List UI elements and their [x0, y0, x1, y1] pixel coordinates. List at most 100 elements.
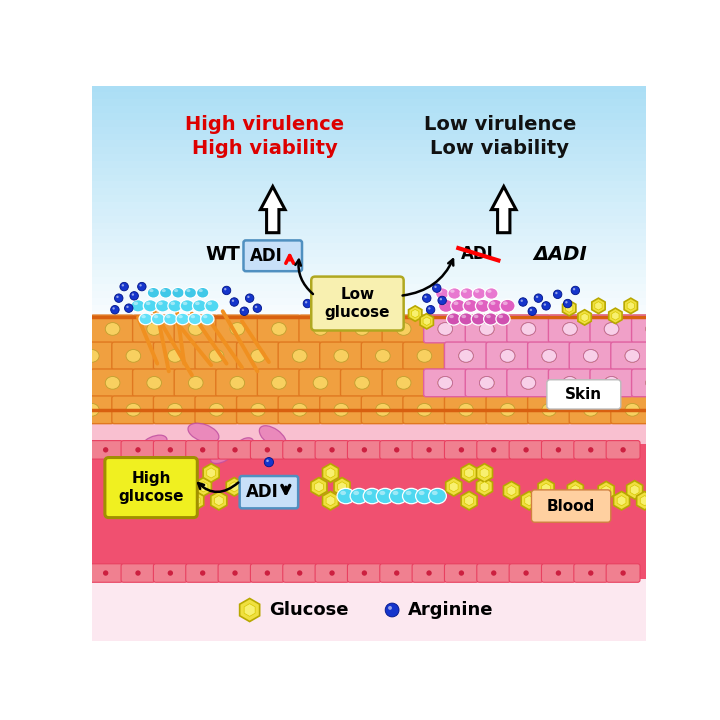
Circle shape — [424, 296, 427, 298]
FancyBboxPatch shape — [507, 369, 550, 397]
Ellipse shape — [105, 377, 120, 390]
Polygon shape — [552, 492, 568, 510]
Ellipse shape — [189, 313, 202, 325]
Circle shape — [440, 298, 442, 300]
Ellipse shape — [480, 377, 494, 390]
FancyBboxPatch shape — [382, 369, 426, 397]
Ellipse shape — [366, 491, 372, 495]
FancyBboxPatch shape — [379, 441, 414, 459]
Ellipse shape — [251, 349, 266, 362]
FancyBboxPatch shape — [348, 441, 382, 459]
Polygon shape — [408, 306, 422, 321]
Ellipse shape — [292, 403, 307, 416]
Ellipse shape — [405, 491, 412, 495]
Ellipse shape — [562, 377, 577, 390]
FancyBboxPatch shape — [423, 369, 467, 397]
Bar — [92, 209, 647, 217]
FancyBboxPatch shape — [673, 315, 716, 343]
Ellipse shape — [230, 438, 253, 459]
Ellipse shape — [667, 403, 681, 416]
Ellipse shape — [459, 349, 473, 362]
Circle shape — [312, 290, 321, 299]
Polygon shape — [179, 495, 187, 505]
Ellipse shape — [376, 403, 390, 416]
FancyBboxPatch shape — [423, 369, 467, 397]
Ellipse shape — [313, 323, 328, 336]
Circle shape — [200, 447, 205, 453]
Bar — [92, 120, 647, 127]
Circle shape — [168, 447, 173, 453]
Polygon shape — [581, 313, 588, 322]
Ellipse shape — [625, 403, 639, 416]
Circle shape — [428, 307, 431, 310]
Polygon shape — [161, 477, 177, 496]
Ellipse shape — [496, 312, 510, 325]
Ellipse shape — [474, 289, 480, 293]
Ellipse shape — [251, 403, 266, 416]
FancyBboxPatch shape — [361, 342, 405, 370]
Ellipse shape — [415, 488, 433, 504]
Ellipse shape — [438, 323, 453, 336]
Ellipse shape — [419, 491, 425, 495]
FancyBboxPatch shape — [153, 396, 197, 423]
FancyBboxPatch shape — [477, 441, 510, 459]
Ellipse shape — [521, 377, 536, 390]
Ellipse shape — [604, 323, 619, 336]
Bar — [92, 161, 647, 168]
FancyBboxPatch shape — [237, 342, 279, 370]
Ellipse shape — [708, 349, 720, 362]
Circle shape — [222, 287, 231, 294]
Ellipse shape — [363, 488, 381, 504]
Ellipse shape — [334, 403, 348, 416]
Circle shape — [224, 288, 227, 290]
Bar — [92, 257, 647, 264]
Ellipse shape — [180, 300, 194, 312]
Polygon shape — [480, 482, 489, 492]
FancyBboxPatch shape — [549, 369, 592, 397]
FancyBboxPatch shape — [174, 369, 217, 397]
Ellipse shape — [478, 302, 483, 305]
Polygon shape — [503, 482, 519, 500]
Ellipse shape — [604, 377, 619, 390]
FancyBboxPatch shape — [528, 396, 571, 423]
Circle shape — [233, 570, 238, 576]
Ellipse shape — [459, 312, 473, 325]
Polygon shape — [412, 310, 419, 318]
FancyBboxPatch shape — [112, 342, 155, 370]
Polygon shape — [315, 482, 323, 492]
FancyBboxPatch shape — [486, 342, 529, 370]
Polygon shape — [567, 481, 583, 499]
Ellipse shape — [396, 323, 411, 336]
Circle shape — [265, 447, 270, 453]
Bar — [92, 92, 647, 100]
Ellipse shape — [521, 323, 536, 336]
Ellipse shape — [140, 435, 167, 454]
FancyBboxPatch shape — [89, 564, 122, 582]
Text: Blood: Blood — [546, 498, 595, 513]
Circle shape — [314, 292, 317, 294]
Polygon shape — [477, 464, 492, 482]
Ellipse shape — [160, 287, 172, 298]
FancyBboxPatch shape — [251, 441, 284, 459]
Circle shape — [528, 307, 536, 315]
FancyBboxPatch shape — [121, 564, 155, 582]
FancyBboxPatch shape — [216, 369, 259, 397]
Ellipse shape — [462, 315, 466, 318]
Text: Low
glucose: Low glucose — [325, 287, 390, 320]
FancyBboxPatch shape — [509, 564, 543, 582]
Ellipse shape — [143, 300, 158, 312]
Ellipse shape — [197, 287, 209, 298]
FancyBboxPatch shape — [153, 564, 187, 582]
Ellipse shape — [151, 313, 165, 325]
Ellipse shape — [145, 302, 150, 305]
FancyBboxPatch shape — [611, 342, 654, 370]
FancyBboxPatch shape — [541, 564, 575, 582]
Ellipse shape — [210, 446, 235, 464]
Ellipse shape — [485, 288, 498, 300]
FancyBboxPatch shape — [423, 315, 467, 343]
Bar — [92, 222, 647, 230]
Ellipse shape — [337, 488, 355, 504]
FancyBboxPatch shape — [694, 396, 720, 423]
Ellipse shape — [428, 488, 446, 504]
Ellipse shape — [156, 300, 170, 312]
